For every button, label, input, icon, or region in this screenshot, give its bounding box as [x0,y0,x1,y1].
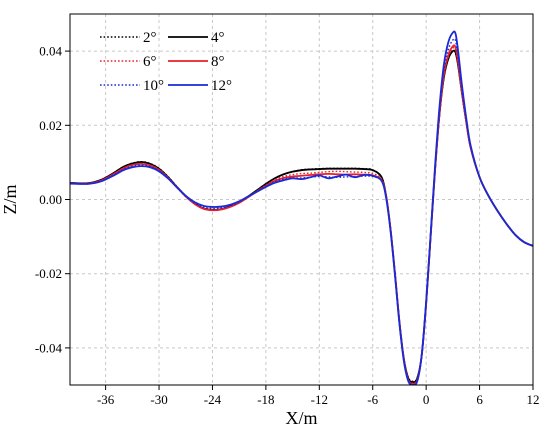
legend-label: 4° [211,30,225,46]
legend-label: 12° [211,78,232,94]
series-line [70,30,533,385]
y-tick-label: -0.04 [35,340,63,355]
ticks-layer: -36 -30 -24 -18 -12 -6 0 6 12 -0.04 -0.02 0.00 0.02 0… [35,44,540,407]
y-tick-label: 0.02 [39,118,62,133]
x-tick-label: -30 [150,392,167,407]
x-tick-label: -12 [311,392,328,407]
x-tick-label: -24 [204,392,222,407]
x-tick-label: 12 [527,392,540,407]
y-tick-label: 0.04 [39,44,62,59]
y-tick-label: -0.02 [35,266,62,281]
x-tick-label: -6 [367,392,378,407]
y-tick-label: 0.00 [39,192,62,207]
legend: 2° 4° 6° 8° 10° 12° [100,30,232,94]
x-tick-label: 6 [476,392,483,407]
y-axis-title: Z/m [0,185,20,215]
x-axis-title: X/m [285,408,317,428]
legend-label: 8° [211,54,225,70]
x-tick-label: -18 [257,392,274,407]
series-layer [70,30,533,385]
x-tick-label: -36 [97,392,115,407]
x-tick-label: 0 [423,392,430,407]
legend-label: 2° [143,30,157,46]
plot-frame [69,13,534,386]
grid-layer [70,14,534,385]
legend-label: 10° [143,78,164,94]
series-line [70,37,533,385]
legend-label: 6° [143,54,157,70]
